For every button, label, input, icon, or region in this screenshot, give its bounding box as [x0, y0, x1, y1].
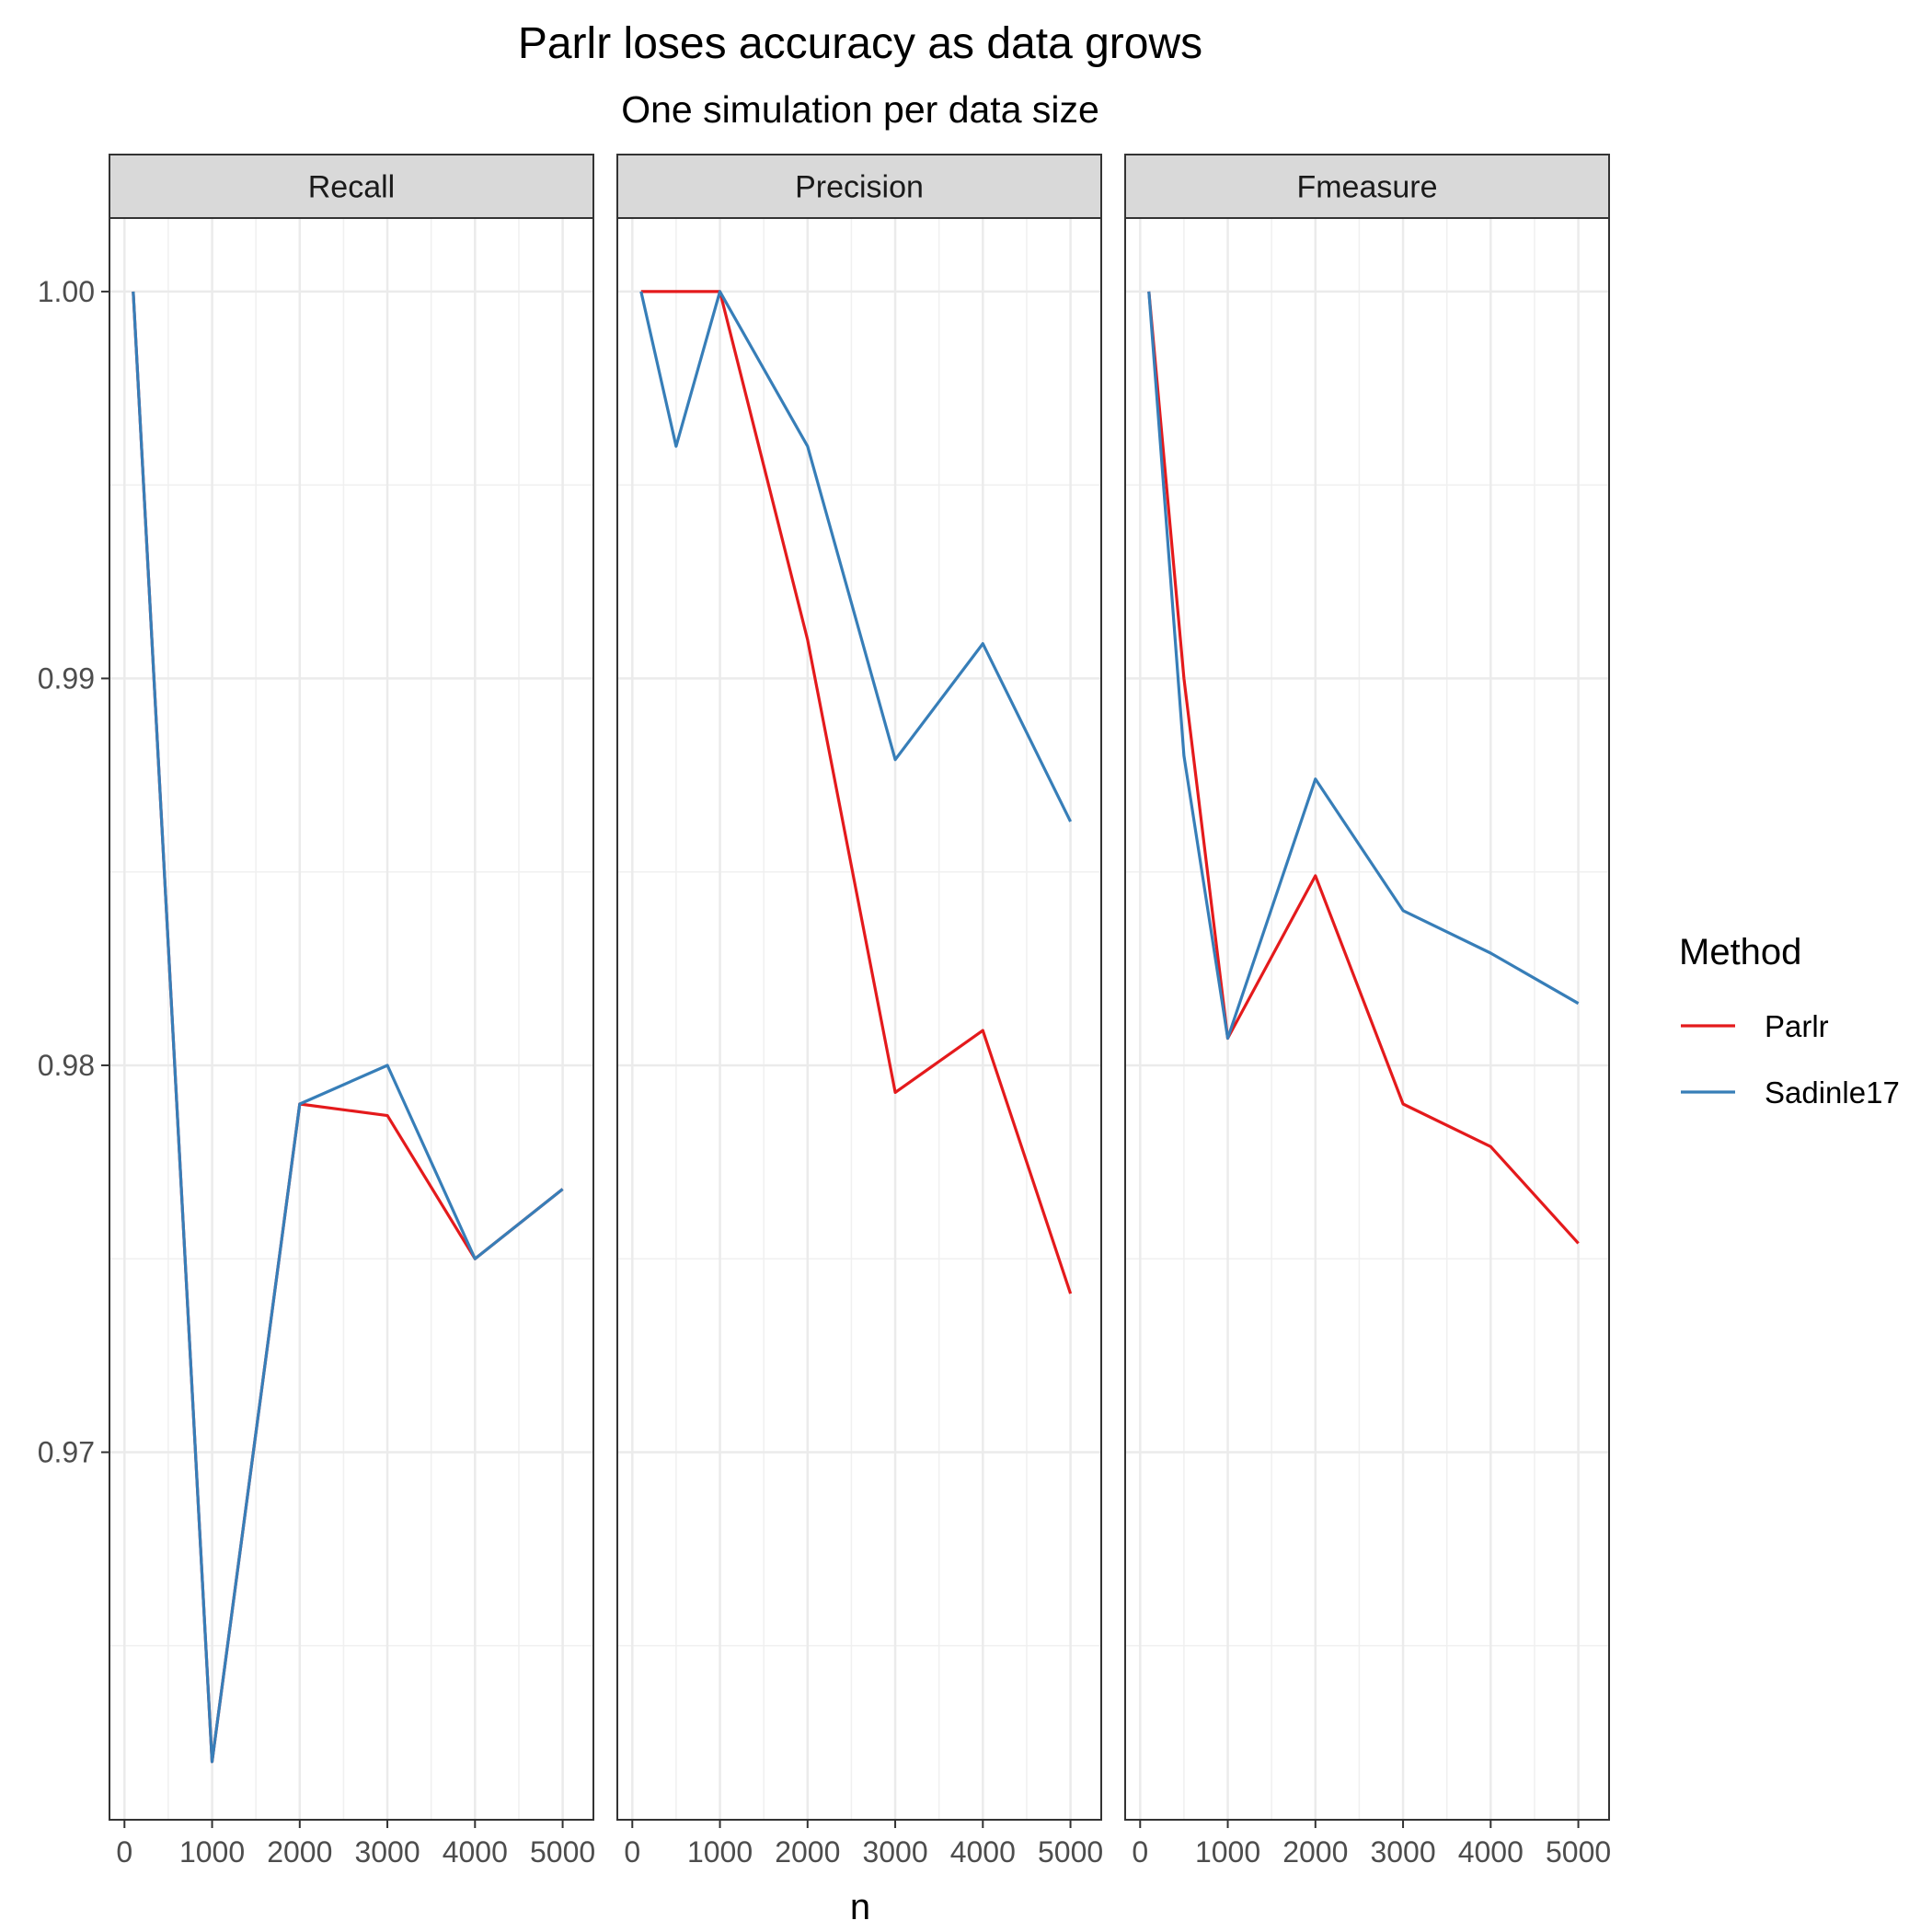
x-tick-label: 2000 — [1282, 1835, 1348, 1869]
x-tick-label: 4000 — [1458, 1835, 1524, 1869]
panel-precision: Precision 0 1000 2000 3000 4000 5000 — [616, 154, 1103, 1869]
y-tick-label: 0.99 — [38, 661, 95, 695]
x-tick-label: 3000 — [1370, 1835, 1435, 1869]
chart-subtitle: One simulation per data size — [621, 88, 1099, 131]
panel-background — [617, 218, 1101, 1820]
strip-background — [1124, 154, 1610, 219]
strip-label: Recall — [308, 170, 395, 205]
x-tick-label: 5000 — [1546, 1835, 1611, 1869]
strip-label: Fmeasure — [1296, 170, 1437, 205]
legend: Method Parlr Sadinle17 — [1679, 932, 1900, 1110]
strip-background — [616, 154, 1102, 219]
legend-label-parlr: Parlr — [1765, 1009, 1829, 1043]
strip-background — [109, 154, 594, 219]
series-line-sadinle17 — [1147, 291, 1580, 1041]
x-tick-label: 2000 — [267, 1835, 332, 1869]
x-tick-label: 2000 — [775, 1835, 840, 1869]
x-tick-label: 0 — [624, 1835, 640, 1869]
series-line-parlr — [1147, 291, 1580, 1245]
facet-panels: Recall 0 1000 2000 3000 4000 5000 Precision 0 100… — [38, 154, 1611, 1869]
x-axis-title: n — [850, 1887, 870, 1927]
x-tick-label: 5000 — [1038, 1835, 1103, 1869]
series-line-sadinle17 — [132, 291, 564, 1764]
panel-fmeasure: Fmeasure 0 1000 2000 3000 4000 5000 — [1124, 154, 1611, 1869]
x-tick-label: 5000 — [530, 1835, 595, 1869]
x-tick-label: 1000 — [179, 1835, 245, 1869]
panel-border — [1124, 217, 1610, 1821]
x-tick-label: 1000 — [1195, 1835, 1260, 1869]
panel-background — [1125, 218, 1609, 1820]
x-tick-label: 0 — [116, 1835, 132, 1869]
chart-title: Parlr loses accuracy as data grows — [518, 19, 1202, 68]
x-tick-label: 3000 — [354, 1835, 420, 1869]
strip-label: Precision — [795, 170, 924, 205]
series-line-sadinle17 — [639, 290, 1073, 822]
panel-border — [616, 217, 1102, 1821]
panel-border — [109, 217, 594, 1821]
x-tick-label: 4000 — [443, 1835, 508, 1869]
x-tick-label: 4000 — [950, 1835, 1016, 1869]
panel-background — [109, 218, 593, 1820]
y-tick-label: 1.00 — [38, 275, 95, 308]
x-tick-label: 1000 — [687, 1835, 753, 1869]
legend-title: Method — [1679, 932, 1801, 972]
series-line-parlr — [640, 290, 1073, 1294]
legend-label-sadinle17: Sadinle17 — [1765, 1075, 1900, 1110]
y-tick-label: 0.98 — [38, 1049, 95, 1082]
x-tick-label: 0 — [1132, 1835, 1148, 1869]
x-tick-label: 3000 — [862, 1835, 927, 1869]
panel-recall: Recall 0 1000 2000 3000 4000 5000 — [109, 154, 595, 1869]
y-tick-label: 0.97 — [38, 1435, 95, 1468]
